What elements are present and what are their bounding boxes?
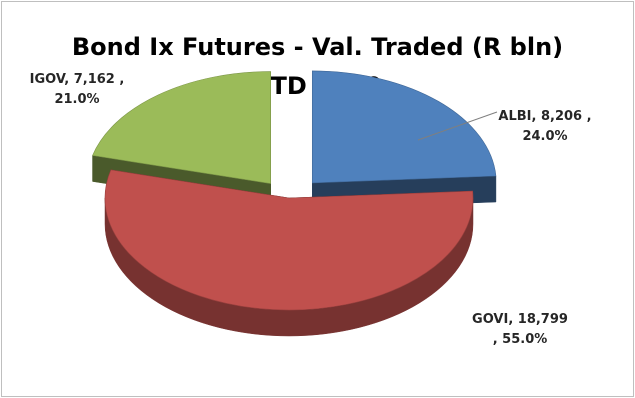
chart-title-line-1: Bond Ix Futures - Val. Traded (R bln) [71,33,564,61]
albi-leader-line [417,111,498,141]
pie-slice-tops [92,70,497,311]
pie-slice-albi [311,70,497,184]
pie-slice-govi [104,169,474,311]
data-label-albi: ALBI, 8,206 , 24.0% [498,109,591,144]
data-label-igov: IGOV, 7,162 , 21.0% [30,72,125,107]
pie-slice-igov [92,71,271,184]
data-label-govi: GOVI, 18,799, 55.0% [472,312,568,347]
